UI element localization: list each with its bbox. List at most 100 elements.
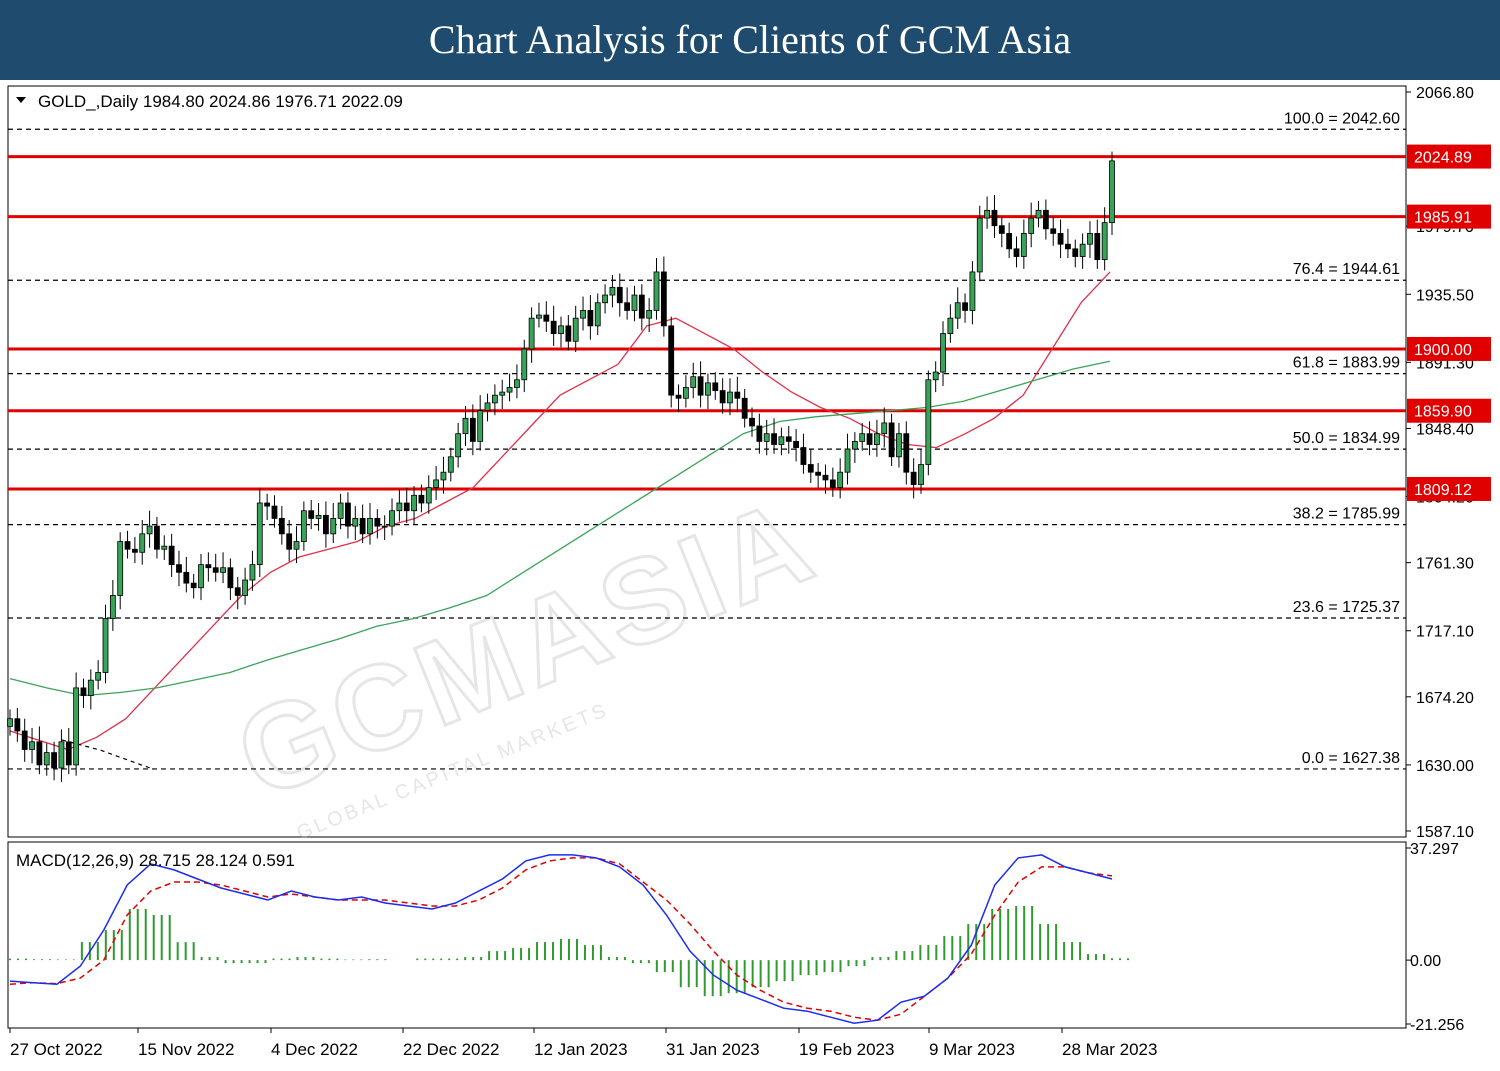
candle — [521, 339, 528, 393]
candle-body — [117, 541, 124, 596]
level-tag-label: 2024.89 — [1414, 150, 1472, 167]
candle — [234, 576, 241, 610]
candle-body — [58, 741, 65, 769]
candle-body — [1020, 233, 1027, 257]
dropdown-triangle-icon[interactable] — [16, 97, 26, 103]
candle-body — [771, 433, 777, 445]
candle — [499, 379, 506, 410]
gold-daily-chart: GCMASIA GLOBAL CAPITAL MARKETS 100.0 = 2… — [7, 85, 1491, 1059]
candle — [286, 519, 293, 562]
candle — [712, 372, 719, 400]
candle — [660, 256, 667, 337]
candle — [249, 550, 256, 591]
candle-body — [367, 518, 373, 535]
candle-body — [859, 433, 866, 442]
candle — [264, 493, 271, 520]
candle — [124, 530, 131, 559]
candle — [940, 321, 946, 386]
candle — [638, 284, 645, 331]
candle — [1035, 201, 1042, 228]
candle-body — [888, 422, 895, 458]
candle-body — [1101, 222, 1108, 261]
candle-body — [176, 564, 182, 573]
candle — [36, 726, 43, 775]
candle-body — [749, 417, 755, 427]
candle-body — [95, 672, 102, 681]
candle — [190, 573, 197, 599]
macd-line — [9, 854, 1113, 1024]
candle-body — [161, 545, 168, 550]
candle-body — [337, 502, 344, 519]
candle — [308, 499, 315, 530]
candle-body — [734, 391, 741, 399]
candle-body — [785, 436, 792, 442]
candle — [514, 364, 520, 399]
time-axis: 27 Oct 2022 15 Nov 2022 4 Dec 2022 22 Dec 2… — [9, 1028, 1157, 1059]
candle-body — [308, 510, 315, 519]
candle-body — [323, 514, 329, 535]
candle-body — [638, 294, 645, 319]
candle-body — [1035, 209, 1042, 219]
candle — [565, 315, 572, 351]
candle — [455, 422, 462, 468]
candle — [925, 370, 932, 476]
time-tick-label: 22 Dec 2022 — [403, 1040, 499, 1059]
candle — [1020, 219, 1027, 269]
candle — [227, 558, 234, 601]
candle-body — [1087, 233, 1093, 245]
candle — [807, 449, 814, 483]
candle-body — [991, 209, 998, 227]
candle — [888, 413, 895, 467]
candle-body — [947, 317, 954, 334]
candle-body — [727, 391, 733, 404]
candle — [469, 404, 476, 456]
candle-body — [602, 294, 608, 304]
candle-body — [705, 382, 711, 396]
time-tick-label: 9 Mar 2023 — [929, 1040, 1015, 1059]
candle-body — [51, 752, 57, 769]
candle — [947, 304, 954, 343]
candle-body — [425, 487, 432, 504]
candle-body — [550, 320, 557, 334]
candle-body — [837, 471, 844, 489]
candle-body — [624, 302, 631, 311]
candlesticks — [7, 151, 1115, 782]
fib-label: 23.6 = 1725.37 — [1293, 599, 1400, 616]
time-tick-label: 27 Oct 2022 — [10, 1040, 103, 1059]
resistance-support-levels — [8, 155, 1406, 491]
candle — [829, 467, 836, 497]
candle — [242, 567, 248, 605]
candle — [558, 316, 564, 348]
candle-body — [646, 310, 653, 319]
candle — [822, 464, 829, 494]
candle — [962, 293, 968, 323]
candle — [109, 580, 116, 631]
candle-body — [712, 382, 719, 391]
page-title: Chart Analysis for Clients of GCM Asia — [0, 0, 1500, 80]
candle — [675, 384, 682, 413]
macd-panel-label: MACD(12,26,9) 28.715 28.124 0.591 — [16, 851, 295, 870]
candle — [271, 495, 278, 528]
candle-body — [756, 425, 763, 442]
candle-body — [616, 286, 623, 304]
candle-body — [1072, 248, 1079, 257]
candle-body — [800, 447, 807, 465]
candle — [866, 421, 873, 456]
candle-body — [102, 618, 109, 673]
candle-body — [697, 376, 704, 396]
candle-body — [1094, 233, 1101, 261]
candle — [785, 425, 792, 454]
candle-body — [249, 564, 256, 581]
candle-body — [969, 271, 976, 311]
candle-body — [491, 394, 498, 404]
candle-body — [381, 525, 388, 528]
candle-body — [154, 525, 160, 550]
candle-body — [1006, 233, 1013, 250]
candle — [477, 395, 484, 451]
candle-body — [131, 548, 138, 553]
candle — [220, 552, 226, 584]
candle — [447, 447, 454, 482]
candle — [976, 205, 983, 282]
candle-body — [146, 525, 153, 535]
candle-body — [300, 510, 307, 542]
